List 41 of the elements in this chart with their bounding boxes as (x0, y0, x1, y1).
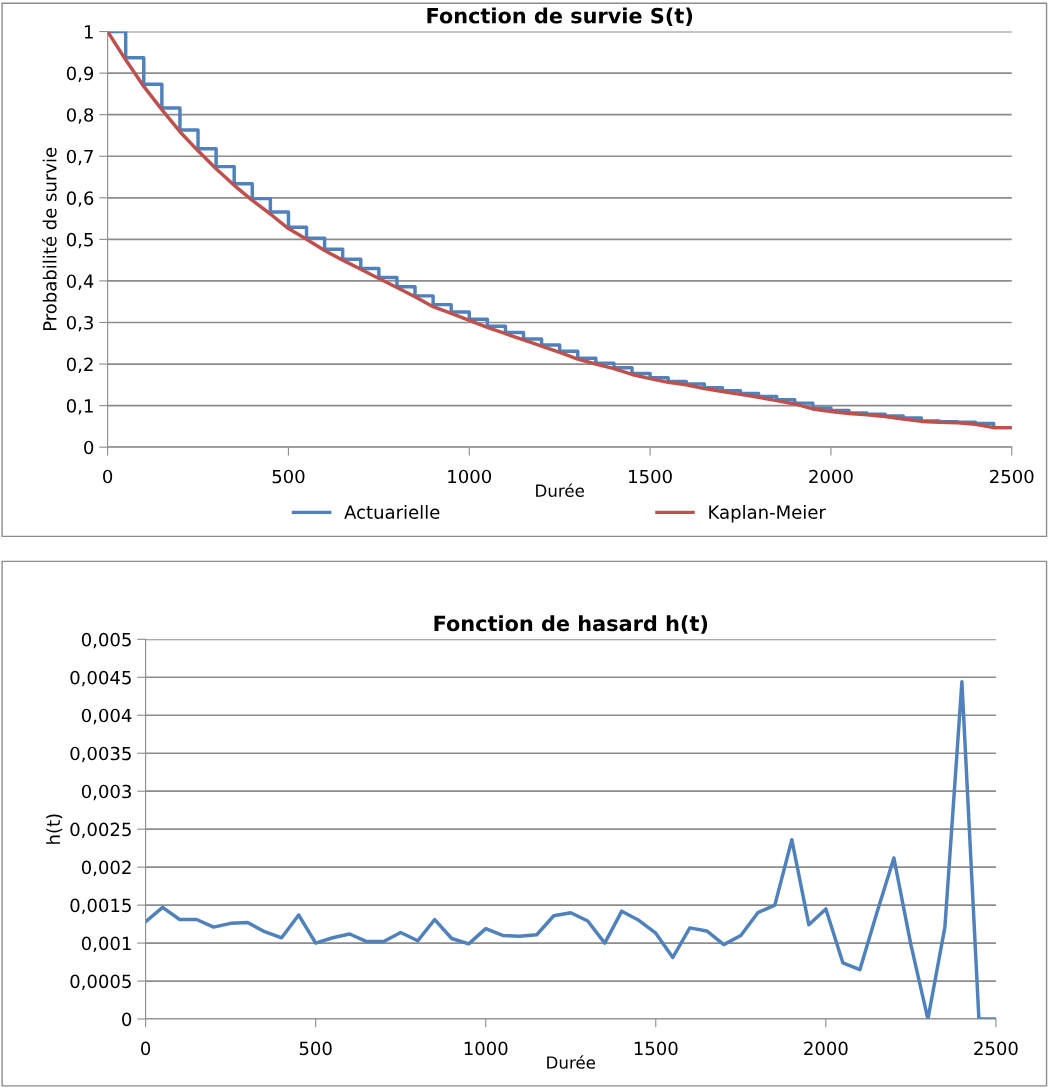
y-tick-label: 0,0045 (70, 670, 131, 687)
y-tick-label: 0,1 (66, 399, 93, 415)
x-tick-label: 2000 (804, 1041, 848, 1056)
y-tick-label: 0,003 (81, 784, 131, 801)
x-tick-label: 1500 (634, 1041, 678, 1056)
chart-title: Fonction de hasard h(t) (434, 615, 708, 634)
y-tick-label: 0,0035 (70, 746, 131, 763)
y-tick-label: 0,7 (66, 149, 93, 166)
x-tick-label: 2000 (809, 469, 853, 484)
x-axis-title: Durée (547, 1055, 596, 1069)
y-axis-title: Probabilité de survie (41, 147, 57, 331)
x-tick-label: 0 (141, 1041, 151, 1056)
y-tick-label: 0,002 (81, 860, 131, 877)
y-tick-label: 0,5 (66, 232, 93, 249)
y-tick-label: 0,001 (81, 936, 131, 953)
y-tick-label: 0 (122, 1012, 132, 1027)
y-tick-label: 0,4 (66, 274, 94, 290)
y-tick-label: 0,004 (81, 708, 132, 725)
y-tick-label: 0,0005 (70, 974, 131, 991)
y-tick-label: 1 (84, 25, 93, 39)
y-tick-label: 0,005 (81, 632, 131, 649)
y-tick-label: 0,2 (66, 357, 93, 373)
y-tick-label: 0,8 (66, 108, 94, 124)
x-tick-label: 2500 (990, 469, 1034, 484)
y-axis-title: h(t) (46, 814, 63, 844)
x-tick-label: 1000 (464, 1041, 508, 1056)
y-tick-label: 0,9 (66, 66, 94, 83)
y-tick-label: 0,0025 (70, 822, 131, 839)
y-tick-label: 0 (84, 440, 94, 455)
x-axis-title: Durée (536, 483, 584, 497)
x-tick-label: 2500 (974, 1041, 1018, 1056)
x-tick-label: 1500 (629, 469, 672, 484)
legend-label: Kaplan-Meier (709, 504, 826, 523)
y-tick-label: 0,6 (66, 191, 94, 207)
x-tick-label: 500 (272, 469, 305, 484)
x-tick-label: 1000 (448, 469, 492, 484)
y-tick-label: 0,3 (66, 315, 93, 332)
legend-label: Actuarielle (344, 504, 440, 519)
chart-title: Fonction de survie S(t) (427, 7, 693, 26)
x-tick-label: 500 (299, 1041, 332, 1056)
y-tick-label: 0,0015 (70, 898, 131, 915)
